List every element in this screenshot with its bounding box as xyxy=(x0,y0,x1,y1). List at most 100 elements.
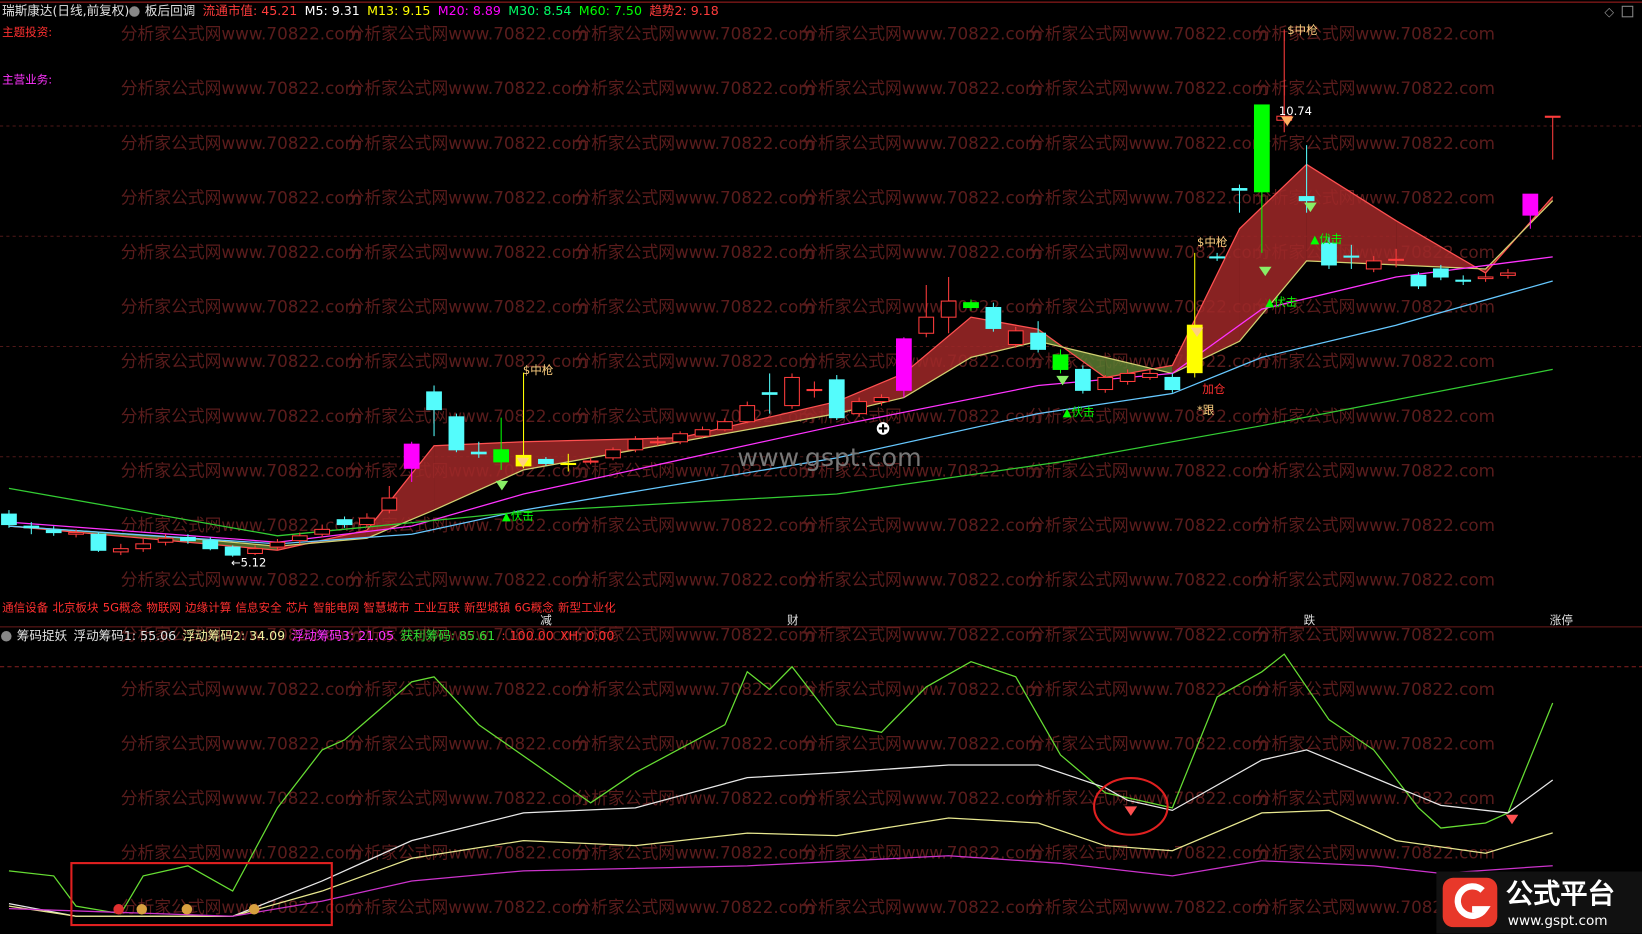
watermark: 分析家公式网www.70822.com xyxy=(348,679,588,699)
concept-tag: 边缘计算 xyxy=(185,600,231,614)
candle-body xyxy=(247,548,263,555)
gem-icon xyxy=(1258,266,1272,277)
candle-body xyxy=(336,519,353,526)
ma-band xyxy=(1239,164,1307,342)
center-watermark: www.gspt.com xyxy=(737,443,921,472)
logo-glyph xyxy=(1454,883,1491,919)
annotation: ←5.12 xyxy=(231,555,266,569)
window-icon[interactable]: ◇ xyxy=(1604,4,1614,19)
candle-body xyxy=(896,338,912,391)
signal-marker: 财 xyxy=(787,613,799,627)
watermark: 分析家公式网www.70822.com xyxy=(801,78,1041,98)
logo: 公式平台 www.gspt.com xyxy=(1436,871,1642,934)
watermark: 分析家公式网www.70822.com xyxy=(574,515,814,535)
candle-body xyxy=(202,540,219,550)
gem-icon xyxy=(1190,327,1204,338)
watermark: 分析家公式网www.70822.com xyxy=(1028,187,1268,207)
watermark: 分析家公式网www.70822.com xyxy=(121,187,361,207)
candle-body xyxy=(806,388,823,392)
candle-body xyxy=(45,529,62,534)
annotation: 加仓 xyxy=(1202,382,1226,396)
candle-body xyxy=(157,537,174,543)
watermark: 分析家公式网www.70822.com xyxy=(348,897,588,917)
candle-body xyxy=(649,441,666,444)
watermark: 分析家公式网www.70822.com xyxy=(1255,624,1495,644)
watermark: 分析家公式网www.70822.com xyxy=(801,679,1041,699)
header-item: 流通市值: 45.21 xyxy=(203,3,298,18)
annotation: 10.74 xyxy=(1279,104,1312,118)
candle-body xyxy=(828,379,845,419)
gem-icon xyxy=(1056,375,1069,386)
watermark: 分析家公式网www.70822.com xyxy=(574,843,814,863)
candle-body xyxy=(717,421,733,431)
watermark: 分析家公式网www.70822.com xyxy=(574,24,814,44)
watermark: 分析家公式网www.70822.com xyxy=(1028,679,1268,699)
watermark: 分析家公式网www.70822.com xyxy=(1028,843,1268,863)
watermark: 分析家公式网www.70822.com xyxy=(1255,733,1495,753)
candle-body xyxy=(1,513,17,526)
candle-body xyxy=(403,443,420,469)
candle-body xyxy=(1365,260,1382,270)
watermark: 分析家公式网www.70822.com xyxy=(1028,133,1268,153)
ma-band xyxy=(366,445,435,539)
candle-body xyxy=(985,307,1002,329)
annotation: $中枪 xyxy=(1197,235,1228,249)
gem-icon xyxy=(1304,202,1317,213)
candle-body xyxy=(1298,196,1315,202)
side-label: 主营业务: xyxy=(2,72,52,86)
legend-item: : 100.00 xyxy=(501,628,553,643)
watermark: 分析家公式网www.70822.com xyxy=(801,897,1041,917)
watermark: 分析家公式网www.70822.com xyxy=(1255,78,1495,98)
concept-tag: 5G概念 xyxy=(103,600,143,614)
candle-body xyxy=(23,525,40,529)
indicator-icon[interactable] xyxy=(1,631,12,642)
watermark: 分析家公式网www.70822.com xyxy=(121,406,361,426)
watermark: 分析家公式网www.70822.com xyxy=(1028,460,1268,480)
candle-body xyxy=(538,458,554,464)
upper-grid xyxy=(0,125,1642,458)
candle-body xyxy=(1455,279,1472,282)
candle-body xyxy=(470,451,487,455)
watermark: 分析家公式网www.70822.com xyxy=(121,24,361,44)
watermark: 分析家公式网www.70822.com xyxy=(1028,733,1268,753)
concept-tag: 芯片 xyxy=(286,600,309,614)
watermark: 分析家公式网www.70822.com xyxy=(121,78,361,98)
watermark: 分析家公式网www.70822.com xyxy=(348,242,588,262)
gem-icon xyxy=(495,480,509,491)
watermark: 分析家公式网www.70822.com xyxy=(1255,24,1495,44)
logo-url: www.gspt.com xyxy=(1508,913,1608,929)
watermark: 分析家公式网www.70822.com xyxy=(801,297,1041,317)
series-line xyxy=(8,749,1554,917)
candle-body xyxy=(918,316,935,334)
indicator-icon[interactable] xyxy=(129,6,140,17)
candle-body xyxy=(940,300,957,318)
signal-marker: 涨停 xyxy=(1550,613,1573,627)
price-panel: $中枪 $中枪 $中枪 ▲伏击 ▲伏击 ▲伏击 ▲伏击 ←5.12 10.74 *跟 加仓 xyxy=(1,23,1561,569)
watermark: 分析家公式网www.70822.com xyxy=(1028,24,1268,44)
candle-body xyxy=(291,535,308,542)
window-icon[interactable] xyxy=(1621,5,1634,18)
watermark: 分析家公式网www.70822.com xyxy=(348,133,588,153)
watermark: 分析家公式网www.70822.com xyxy=(574,187,814,207)
concept-tag: 新型工业化 xyxy=(558,600,616,614)
watermark: 分析家公式网www.70822.com xyxy=(121,897,361,917)
watermark: 分析家公式网www.70822.com xyxy=(574,78,814,98)
watermark: 分析家公式网www.70822.com xyxy=(1028,570,1268,590)
watermark: 分析家公式网www.70822.com xyxy=(1028,897,1268,917)
candle-body xyxy=(694,429,711,437)
candle-body xyxy=(851,401,868,415)
watermark: 分析家公式网www.70822.com xyxy=(348,788,588,808)
watermark: 分析家公式网www.70822.com xyxy=(1028,624,1268,644)
candle-body xyxy=(1388,258,1404,261)
gem-icon xyxy=(1124,806,1138,816)
watermark: 分析家公式网www.70822.com xyxy=(574,788,814,808)
gem-icon xyxy=(1281,116,1294,126)
watermark: 分析家公式网www.70822.com xyxy=(121,570,361,590)
watermark: 分析家公式网www.70822.com xyxy=(121,460,361,480)
watermark: 分析家公式网www.70822.com xyxy=(574,460,814,480)
watermark: 分析家公式网www.70822.com xyxy=(1255,297,1495,317)
ma-band xyxy=(1396,220,1486,273)
concept-tag: 工业互联 xyxy=(414,600,461,614)
signal-icon xyxy=(181,904,193,915)
